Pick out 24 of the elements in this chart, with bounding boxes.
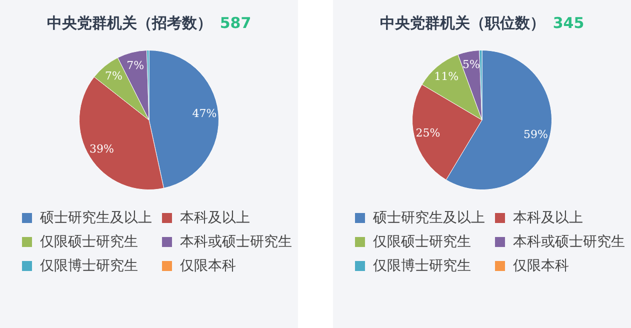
data-label: 5% bbox=[462, 58, 480, 72]
data-label: 25% bbox=[416, 126, 440, 140]
legend-label: 仅限本科 bbox=[513, 257, 569, 275]
data-label: 7% bbox=[104, 70, 122, 83]
data-label: 7% bbox=[126, 58, 144, 72]
legend-label: 仅限硕士研究生 bbox=[40, 233, 138, 251]
chart-title: 中央党群机关（职位数） bbox=[380, 14, 545, 32]
data-label: 47% bbox=[192, 106, 217, 120]
legend-label: 仅限硕士研究生 bbox=[373, 233, 471, 251]
chart-subtitle: 345 bbox=[552, 14, 584, 32]
legend-label: 本科及以上 bbox=[180, 209, 250, 227]
legend-label: 本科或硕士研究生 bbox=[513, 233, 625, 251]
legend-label: 本科或硕士研究生 bbox=[180, 233, 292, 251]
legend-label: 本科及以上 bbox=[513, 209, 583, 227]
legend-label: 硕士研究生及以上 bbox=[373, 209, 485, 227]
legend-label: 仅限博士研究生 bbox=[373, 257, 471, 275]
legend-label: 仅限博士研究生 bbox=[40, 257, 138, 275]
chart-title: 中央党群机关（招考数） bbox=[46, 14, 212, 32]
chart-subtitle: 587 bbox=[220, 14, 252, 32]
data-label: 59% bbox=[524, 128, 548, 141]
legend-label: 仅限本科 bbox=[180, 257, 236, 275]
legend-label: 硕士研究生及以上 bbox=[40, 209, 152, 227]
data-label: 39% bbox=[89, 142, 114, 156]
data-label: 11% bbox=[434, 70, 459, 83]
